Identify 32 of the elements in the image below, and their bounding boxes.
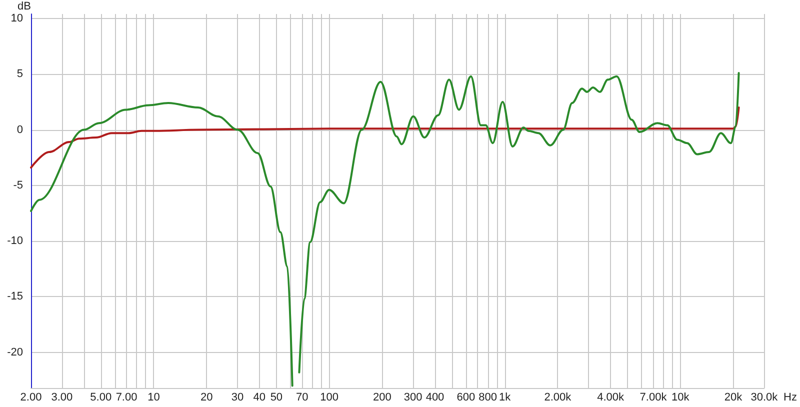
y-tick-label: -20: [7, 346, 23, 358]
x-tick-label: 100: [320, 392, 338, 404]
x-tick-label: 4.00k: [597, 392, 625, 404]
x-tick-label: 10: [148, 392, 160, 404]
x-tick-label: 20: [200, 392, 213, 404]
x-tick-label: 400: [426, 392, 444, 404]
y-tick-label: 5: [16, 68, 23, 80]
x-tick-label: 2.00k: [544, 392, 572, 404]
x-tick-label: 1k: [499, 392, 512, 404]
x-tick-label: 200: [372, 392, 392, 404]
x-axis-title: Hz: [784, 392, 798, 404]
y-tick-label: -5: [13, 179, 23, 192]
x-tick-label: 70: [296, 392, 308, 404]
x-tick-label: 5.00: [90, 392, 112, 404]
y-tick-label: -15: [7, 290, 23, 303]
x-tick-label: 10k: [672, 392, 690, 404]
x-tick-label: 800: [478, 392, 498, 404]
y-tick-label: 0: [16, 124, 23, 136]
x-tick-label: 7.00k: [640, 392, 668, 404]
x-tick-label: 2.00: [20, 392, 42, 404]
y-axis-title: dB: [18, 0, 31, 12]
x-tick-label: 30: [231, 392, 244, 404]
x-tick-label: 20k: [724, 392, 743, 404]
x-tick-label: 7.00: [116, 392, 138, 404]
x-tick-label: 50: [270, 392, 283, 404]
x-tick-label: 30.0k: [750, 392, 778, 404]
y-tick-label: -10: [7, 235, 23, 248]
y-tick-label: 10: [10, 12, 23, 24]
x-tick-label: 40: [253, 392, 266, 404]
x-tick-label: 300: [404, 392, 422, 404]
x-tick-label: 3.00: [51, 392, 73, 404]
x-tick-label: 600: [456, 392, 476, 404]
